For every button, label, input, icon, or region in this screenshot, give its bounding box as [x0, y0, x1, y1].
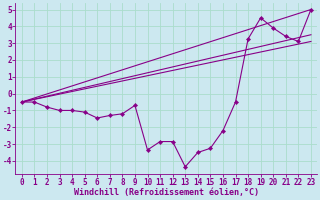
X-axis label: Windchill (Refroidissement éolien,°C): Windchill (Refroidissement éolien,°C): [74, 188, 259, 197]
